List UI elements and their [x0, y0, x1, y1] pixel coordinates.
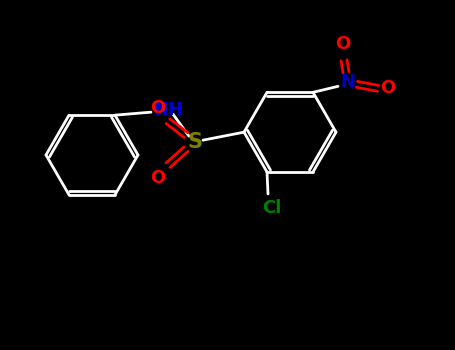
Text: O: O: [380, 79, 396, 97]
Text: O: O: [335, 35, 351, 53]
Text: O: O: [150, 99, 166, 117]
Text: Cl: Cl: [263, 199, 282, 217]
Text: S: S: [187, 132, 202, 152]
Text: O: O: [150, 169, 166, 187]
Text: NH: NH: [153, 101, 183, 119]
Text: N: N: [340, 74, 355, 91]
